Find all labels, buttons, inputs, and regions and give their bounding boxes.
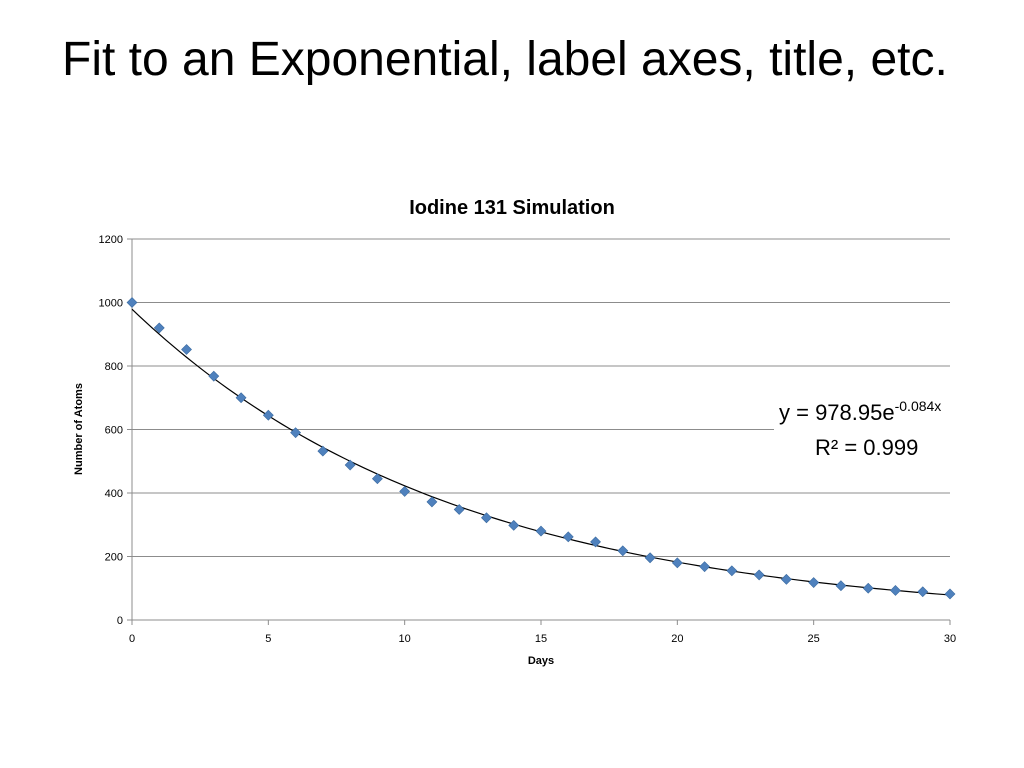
data-point	[290, 427, 302, 439]
data-point	[426, 496, 438, 508]
chart-title: Iodine 131 Simulation	[409, 197, 615, 219]
y-tick-label: 0	[117, 615, 123, 627]
data-point	[508, 519, 520, 531]
y-tick-label: 600	[105, 425, 123, 437]
y-tick-label: 1000	[99, 298, 123, 310]
data-point	[644, 552, 656, 564]
data-point	[262, 409, 274, 421]
data-point	[371, 473, 383, 485]
data-point	[726, 565, 738, 577]
data-point	[808, 577, 820, 588]
equation-main: y = 978.95e	[779, 400, 895, 425]
y-tick-label: 200	[105, 552, 123, 564]
x-tick-label: 25	[808, 633, 820, 645]
equation-box	[774, 398, 974, 462]
data-point	[944, 588, 956, 600]
data-point	[208, 370, 220, 382]
data-point	[617, 545, 629, 557]
x-axis-label: Days	[528, 655, 554, 667]
data-point	[235, 392, 247, 404]
trendline-equation: y = 978.95e-0.084x	[779, 398, 941, 425]
data-point	[780, 573, 792, 585]
data-point	[862, 582, 874, 594]
data-point	[153, 322, 165, 334]
data-point	[835, 580, 847, 592]
x-tick-label: 0	[129, 633, 135, 645]
x-tick-label: 15	[535, 633, 547, 645]
data-point	[481, 512, 492, 524]
data-point	[753, 569, 765, 581]
x-tick-label: 20	[671, 633, 683, 645]
data-point	[453, 504, 465, 515]
data-point	[699, 561, 711, 573]
data-point	[535, 525, 547, 537]
y-tick-label: 400	[105, 488, 123, 500]
y-tick-label: 1200	[99, 234, 123, 246]
data-point	[917, 586, 929, 598]
data-point	[317, 445, 329, 457]
data-point	[562, 531, 574, 543]
x-tick-label: 10	[399, 633, 411, 645]
equation-exponent: -0.084x	[895, 398, 942, 414]
y-tick-label: 800	[105, 361, 123, 373]
data-point	[399, 485, 411, 497]
data-point	[890, 585, 901, 596]
slide-title: Fit to an Exponential, label axes, title…	[62, 33, 948, 86]
x-tick-label: 30	[944, 633, 956, 645]
data-point	[126, 297, 138, 308]
r-squared-label: R² = 0.999	[815, 435, 918, 460]
y-axis-label: Number of Atoms	[73, 383, 85, 475]
data-points	[126, 297, 956, 600]
data-point	[590, 536, 601, 548]
data-point	[181, 344, 192, 355]
data-point	[344, 459, 356, 471]
x-tick-label: 5	[265, 633, 271, 645]
data-point	[671, 557, 683, 569]
